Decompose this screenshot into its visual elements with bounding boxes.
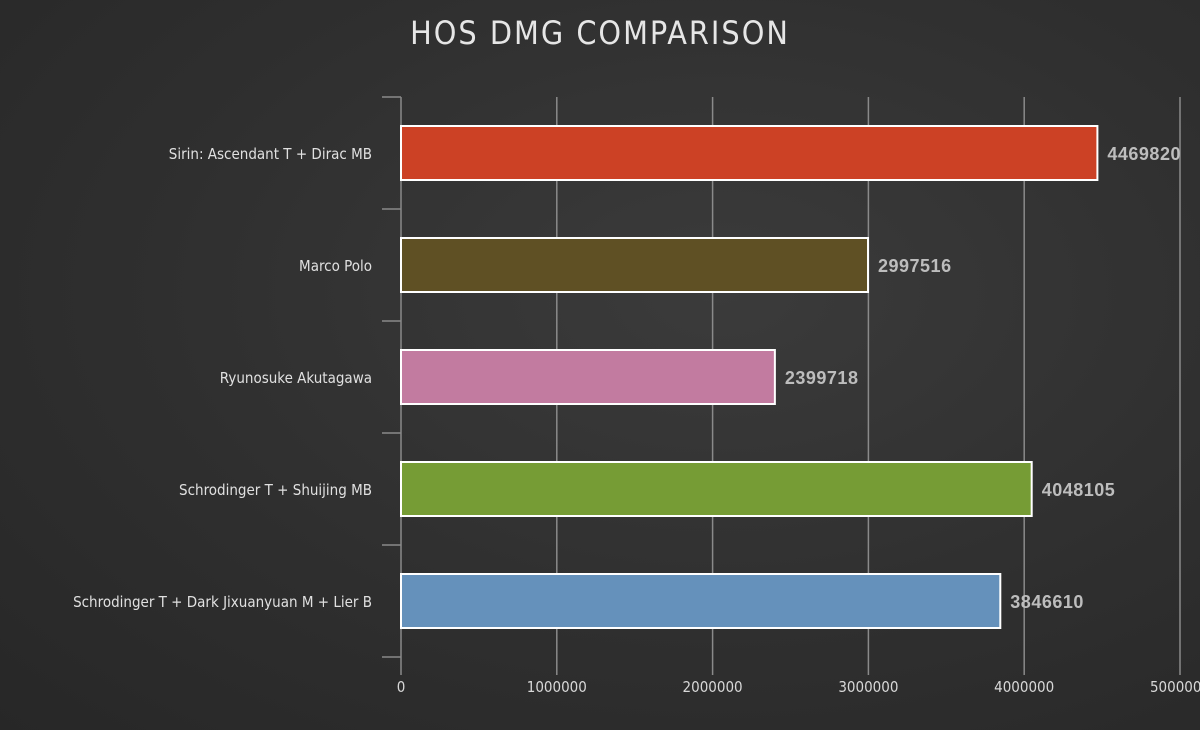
chart-title: HOS DMG COMPARISON bbox=[410, 14, 790, 52]
bar bbox=[400, 461, 1033, 517]
bar bbox=[400, 125, 1099, 181]
category-label: Schrodinger T + Shuijing MB bbox=[179, 481, 372, 499]
data-label: 4469820 bbox=[1107, 144, 1181, 164]
x-tick-label: 5000000 bbox=[1150, 678, 1200, 696]
x-tick-label: 0 bbox=[397, 678, 406, 696]
category-label: Marco Polo bbox=[299, 257, 372, 275]
bar bbox=[400, 573, 1002, 629]
x-tick-label: 2000000 bbox=[683, 678, 743, 696]
category-label: Sirin: Ascendant T + Dirac MB bbox=[169, 145, 372, 163]
data-label: 3846610 bbox=[1010, 592, 1084, 612]
data-label: 4048105 bbox=[1042, 480, 1116, 500]
category-label: Ryunosuke Akutagawa bbox=[220, 369, 372, 387]
bar bbox=[400, 237, 870, 293]
bar bbox=[400, 349, 776, 405]
x-tick-label: 4000000 bbox=[994, 678, 1054, 696]
category-label: Schrodinger T + Dark Jixuanyuan M + Lier… bbox=[73, 593, 372, 611]
data-label: 2399718 bbox=[785, 368, 859, 388]
x-tick-label: 1000000 bbox=[527, 678, 587, 696]
x-tick-label: 3000000 bbox=[838, 678, 898, 696]
data-label: 2997516 bbox=[878, 256, 952, 276]
